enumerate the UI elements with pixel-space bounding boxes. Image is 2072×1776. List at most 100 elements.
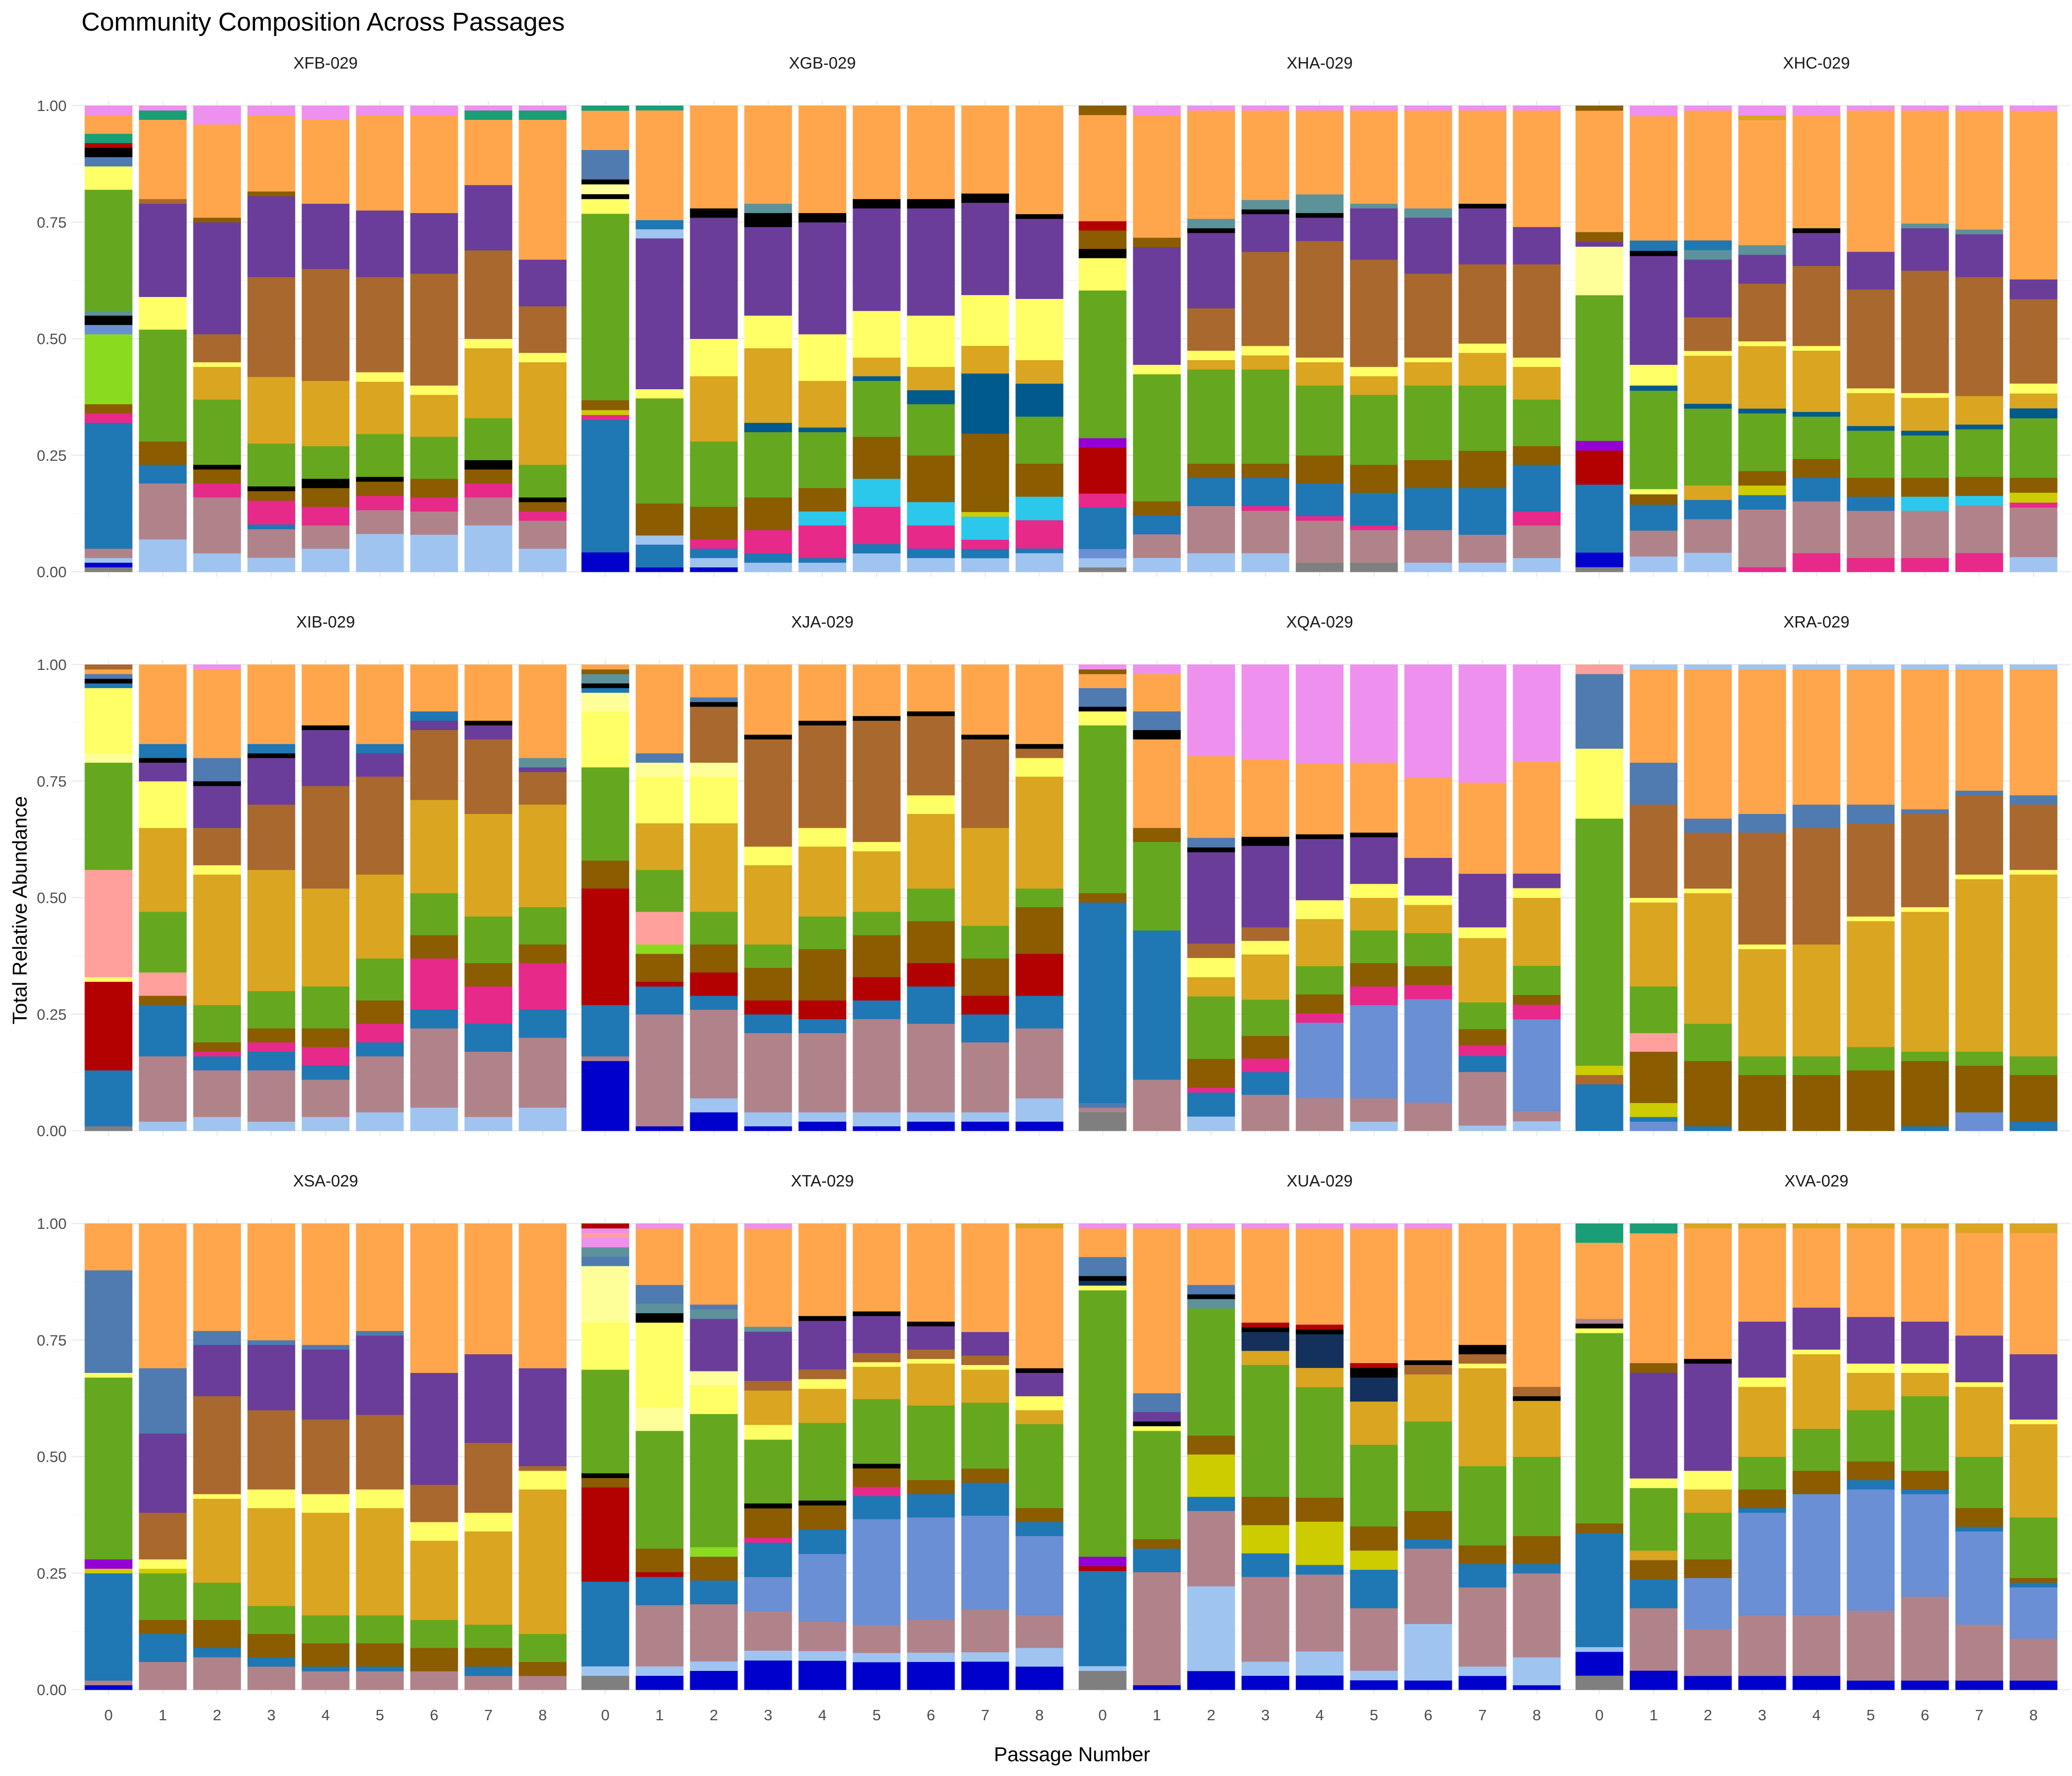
bar-segment [852,1352,901,1363]
bar-segment [1792,1349,1841,1355]
bar-segment [410,273,458,386]
bar-segment [581,213,629,401]
bar-segment [84,310,133,316]
bar-segment [1738,1321,1786,1378]
facet-panel: XHA-029 [1066,54,1574,577]
bar-segment [1350,1377,1398,1402]
bar-segment [464,1647,513,1667]
bar-segment [1350,203,1398,209]
bar-segment [193,781,241,786]
bar-segment [635,944,684,954]
bar-segment [518,1633,567,1662]
bar-segment [1575,1065,1624,1075]
bar-segment [1404,487,1452,530]
bar-segment [1738,1675,1786,1690]
bar-segment [301,506,350,526]
bar-segment [2009,1419,2058,1424]
bar-segment [1955,477,2003,496]
bar-segment [1847,1363,1895,1373]
bar-segment [356,1671,404,1690]
facet-label: XTA-029 [791,1172,854,1190]
bar-segment [852,842,901,851]
bar-segment [1513,1685,1561,1690]
y-tick-label: 0.75 [37,214,67,231]
bar-segment [581,1581,629,1666]
bar-segment [1738,944,1786,950]
bar-segment [1404,895,1452,905]
bar-segment [1955,106,2003,111]
bar-segment [1295,357,1344,363]
bar-segment [798,106,847,213]
bar-segment [1901,1321,1949,1364]
bar-segment [1847,823,1895,917]
bar-segment [1187,1670,1235,1690]
bar-segment [1792,669,1841,805]
bar-segment [581,669,629,674]
bar-segment [1404,1511,1452,1540]
bar-segment [1187,1058,1235,1088]
bar-segment [1241,1365,1290,1497]
facet-panel: XQA-029 [1066,613,1574,1136]
bar-segment [247,196,296,277]
x-tick-label: 5 [1369,1706,1378,1724]
y-tick-label: 0.25 [37,1006,67,1023]
bar-segment [139,539,187,572]
bar-segment [1015,1666,1064,1690]
bar-segment [247,758,296,805]
bar-segment [690,441,738,507]
bar-segment [744,562,792,572]
bar-segment [356,1331,404,1336]
bar-segment [1295,1228,1344,1325]
stacked-bar [1078,1223,1127,1690]
bar-segment [581,1056,629,1061]
bar-segment [1901,1126,1949,1131]
bar-segment [464,1354,513,1443]
x-tick-label: 4 [1812,1706,1820,1724]
bar-segment [410,213,458,274]
bar-segment [1629,390,1678,489]
bar-segment [1847,1070,1895,1131]
bar-segment [247,1042,296,1052]
bar-segment [84,562,133,568]
bar-segment [1513,1536,1561,1564]
facet-label: XGB-029 [789,54,856,72]
bar-segment [1901,1470,1949,1490]
bar-segment [2009,1056,2058,1075]
bar-segment [1901,496,1949,511]
bar-segment [1513,110,1561,227]
bar-segment [464,916,513,963]
bar-segment [1133,115,1181,238]
bar-segment [798,1651,847,1661]
bar-segment [907,455,955,502]
bar-segment [1404,1548,1452,1624]
bar-segment [464,250,513,339]
bar-segment [1187,506,1235,554]
bar-segment [1133,739,1181,828]
bar-segment [1901,223,1949,228]
bar-segment [84,678,133,684]
stacked-bar [84,106,133,572]
bar-segment [852,1367,901,1400]
bar-segment [301,1512,350,1616]
bar-segment [1575,106,1624,111]
x-tick-label: 1 [1152,1706,1161,1724]
bar-segment [907,1652,955,1662]
bar-segment [139,1573,187,1620]
stacked-bar [193,106,241,572]
bar-segment [247,1028,296,1043]
bar-segment [1350,762,1398,833]
bar-segment [798,557,847,563]
bar-segment [139,106,187,111]
bar-segment [1738,413,1786,472]
bar-segment [1295,1223,1344,1229]
stacked-bar [1241,106,1290,572]
bar-segment [1241,1524,1290,1554]
x-axis-title: Passage Number [994,1743,1150,1766]
stacked-bar [356,1223,404,1690]
bar-segment [1738,245,1786,255]
bar-segment [581,1369,629,1474]
bar-segment [1078,438,1127,447]
stacked-bar [852,665,901,1131]
bar-segment [1901,669,1949,810]
facet-label: XRA-029 [1783,613,1850,631]
